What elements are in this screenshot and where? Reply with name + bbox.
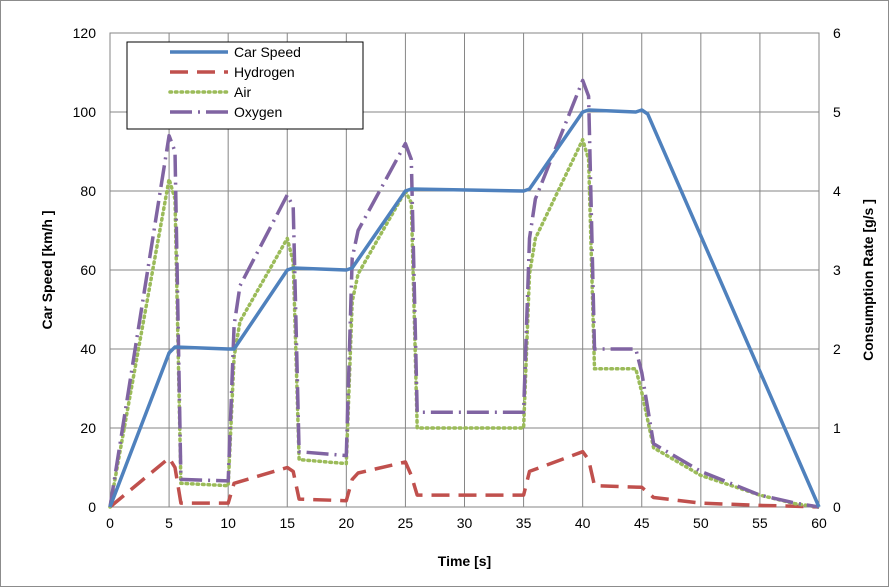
y-right-tick-label: 6 [833, 25, 841, 41]
legend-label: Hydrogen [234, 64, 295, 80]
legend-label: Oxygen [234, 104, 282, 120]
x-tick-label: 45 [634, 515, 650, 531]
y-left-tick-label: 40 [80, 341, 96, 357]
legend-label: Car Speed [234, 44, 301, 60]
x-axis-title: Time [s] [438, 553, 491, 569]
y-left-tick-label: 120 [73, 25, 97, 41]
legend-label: Air [234, 84, 251, 100]
y-right-tick-label: 4 [833, 183, 841, 199]
y-right-tick-label: 3 [833, 262, 841, 278]
legend-box [126, 41, 364, 130]
series-line-oxygen [108, 78, 820, 509]
legend: Car Speed Hydrogen Air Oxygen [126, 41, 364, 130]
x-tick-label: 20 [339, 515, 355, 531]
y-left-tick-label: 80 [80, 183, 96, 199]
y-right-tick-label: 5 [833, 104, 841, 120]
x-tick-label: 50 [693, 515, 709, 531]
y-left-tick-label: 0 [88, 499, 96, 515]
y-left-axis-title: Car Speed [km/h ] [39, 210, 55, 329]
series-layer [108, 78, 821, 509]
series-line-hydrogen [108, 449, 820, 509]
y-left-tick-label: 100 [73, 104, 97, 120]
x-tick-label: 60 [811, 515, 827, 531]
x-tick-label: 5 [165, 515, 173, 531]
y-left-tick-label: 60 [80, 262, 96, 278]
y-right-tick-label: 1 [833, 420, 841, 436]
x-tick-labels: 0 5 10 15 20 25 30 35 40 45 50 55 60 [106, 515, 827, 531]
y-right-tick-label: 0 [833, 499, 841, 515]
x-tick-label: 55 [752, 515, 768, 531]
y-right-tick-labels: 0 1 2 3 4 5 6 [833, 25, 841, 515]
x-tick-label: 40 [575, 515, 591, 531]
y-left-tick-labels: 0 20 40 60 80 100 120 [73, 25, 97, 515]
x-tick-label: 15 [279, 515, 295, 531]
y-right-axis-title: Consumption Rate [g/s ] [860, 199, 876, 361]
y-right-tick-label: 2 [833, 341, 841, 357]
x-tick-label: 0 [106, 515, 114, 531]
series-line-car-speed [108, 108, 821, 508]
x-tick-label: 35 [516, 515, 532, 531]
x-tick-label: 25 [398, 515, 414, 531]
plot-area [109, 32, 820, 508]
x-tick-label: 10 [220, 515, 236, 531]
x-tick-label: 30 [457, 515, 473, 531]
y-left-tick-label: 20 [80, 420, 96, 436]
